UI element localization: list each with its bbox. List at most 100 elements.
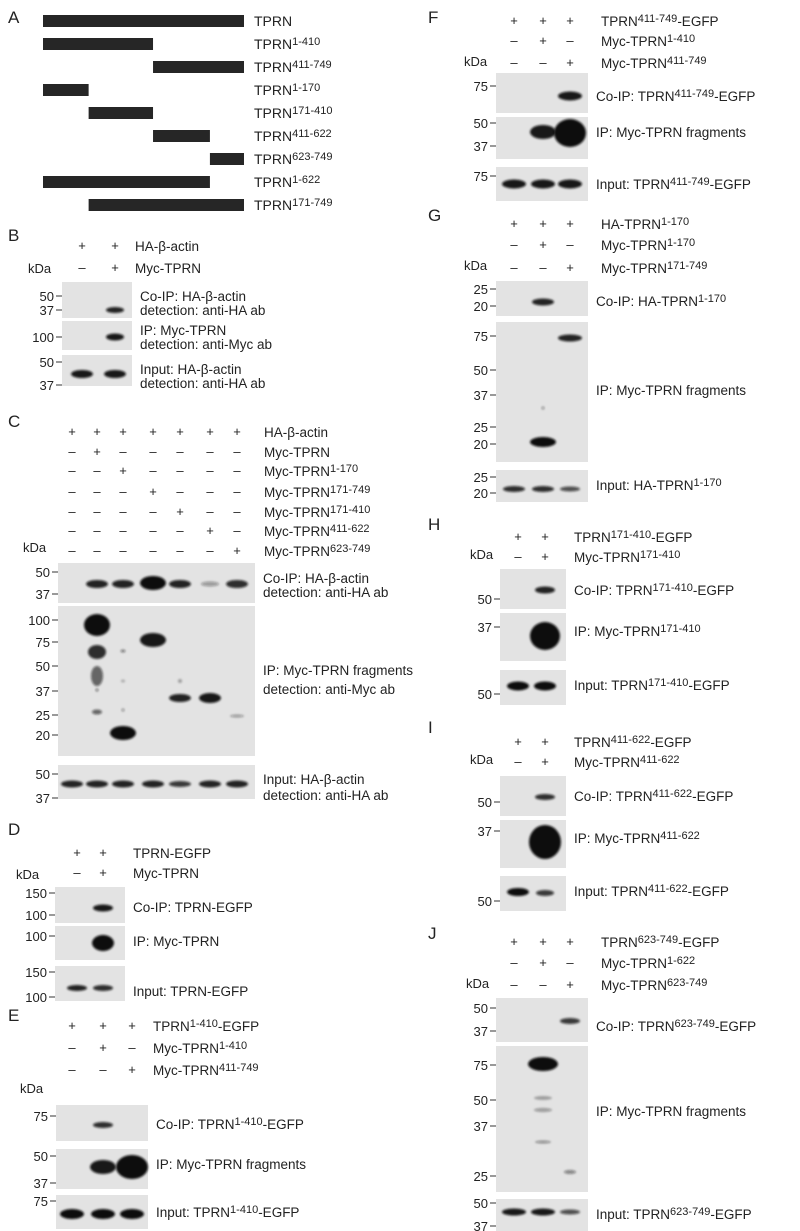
lane-sign: + <box>510 216 518 231</box>
lane-sign: + <box>539 33 547 48</box>
band <box>535 586 555 594</box>
panel-A: A TPRN TPRN1-410 TPRN411-749 TPRN1-170 TPRN17… <box>8 8 333 213</box>
condition-label: Myc-TPRN411-622 <box>574 754 680 770</box>
condition-label: HA-β-actin <box>264 425 328 440</box>
lane-sign: + <box>93 424 101 439</box>
construct-label: TPRN623-749 <box>254 151 333 167</box>
blot-label: Input: TPRN411-622-EGFP <box>574 883 729 899</box>
lane-sign: – <box>233 523 241 538</box>
marker-label: 50 <box>36 659 50 674</box>
blot-strip: 150 100 Input: TPRN-EGFP <box>25 965 248 1005</box>
band <box>507 888 529 896</box>
band <box>534 681 556 691</box>
blot-background <box>500 776 566 816</box>
band <box>230 714 244 718</box>
condition-label: TPRN411-749-EGFP <box>601 13 719 29</box>
blot-label: detection: anti-HA ab <box>263 585 388 600</box>
panel-letter: H <box>428 515 440 534</box>
blot-label: detection: anti-Myc ab <box>140 337 272 352</box>
blot-strip: 50 37 IP: Myc-TPRN fragments <box>34 1149 306 1191</box>
band <box>106 333 124 341</box>
lane-sign: + <box>514 734 522 749</box>
lane-sign: + <box>541 754 549 769</box>
lane-sign: – <box>176 463 184 478</box>
lane-sign: + <box>566 13 574 28</box>
construct-label: TPRN <box>254 13 292 29</box>
band <box>104 370 126 378</box>
blot-strip: 50 Input: TPRN171-410-EGFP <box>478 670 730 705</box>
blot-label: Input: HA-TPRN1-170 <box>596 477 722 493</box>
blot-strip: 75 Co-IP: TPRN1-410-EGFP <box>34 1105 304 1141</box>
blot-strip: 75 Input: TPRN411-749-EGFP <box>474 167 751 201</box>
lane-sign: + <box>149 424 157 439</box>
band <box>502 1208 526 1216</box>
band <box>178 679 182 683</box>
marker-label: 37 <box>34 1176 48 1191</box>
lane-sign: + <box>539 955 547 970</box>
blot-label: Input: TPRN623-749-EGFP <box>596 1206 752 1222</box>
condition-label: Myc-TPRN411-622 <box>264 523 370 539</box>
lane-sign: – <box>206 484 214 499</box>
condition-label: TPRN171-410-EGFP <box>574 529 692 545</box>
band <box>530 437 556 447</box>
band <box>92 709 102 715</box>
blot-background <box>55 926 125 960</box>
lane-sign: + <box>111 238 119 253</box>
lane-sign: – <box>93 504 101 519</box>
blot-strip: 50 37 Input: TPRN623-749-EGFP <box>474 1196 752 1231</box>
blot-strip: 37 IP: Myc-TPRN411-622 <box>478 820 700 868</box>
band <box>120 1209 144 1219</box>
lane-sign: – <box>119 504 127 519</box>
lane-sign: + <box>99 1018 107 1033</box>
marker-label: 50 <box>474 1001 488 1016</box>
band <box>507 681 529 691</box>
lane-sign: – <box>176 523 184 538</box>
condition-label: TPRN1-410-EGFP <box>153 1018 259 1034</box>
marker-label: 37 <box>474 1219 488 1231</box>
kda-label: kDa <box>28 261 52 276</box>
lane-sign: – <box>566 237 574 252</box>
blot-label: IP: Myc-TPRN fragments <box>156 1157 306 1172</box>
band <box>91 1209 115 1219</box>
marker-label: 50 <box>478 592 492 607</box>
lane-sign: – <box>149 523 157 538</box>
marker-label: 37 <box>36 587 50 602</box>
lane-sign: + <box>510 934 518 949</box>
marker-label: 25 <box>474 420 488 435</box>
blot-strip: 25 20 Co-IP: HA-TPRN1-170 <box>474 281 726 316</box>
band <box>534 1096 552 1100</box>
construct-label: TPRN1-410 <box>254 36 320 52</box>
band <box>169 694 191 702</box>
marker-label: 100 <box>25 908 47 923</box>
construct-label: TPRN1-170 <box>254 82 320 98</box>
lane-sign: – <box>149 504 157 519</box>
band <box>536 890 554 896</box>
blot-background <box>500 569 566 609</box>
lane-sign: + <box>78 238 86 253</box>
condition-label: Myc-TPRN623-749 <box>264 543 370 559</box>
kda-label: kDa <box>470 547 494 562</box>
band <box>140 633 166 647</box>
marker-label: 37 <box>474 139 488 154</box>
lane-sign: + <box>128 1062 136 1077</box>
band <box>503 486 525 492</box>
condition-label: Myc-TPRN <box>135 261 201 276</box>
marker-label: 20 <box>474 437 488 452</box>
lane-sign: – <box>93 543 101 558</box>
marker-label: 25 <box>474 470 488 485</box>
kda-label: kDa <box>20 1081 44 1096</box>
lane-sign: + <box>566 977 574 992</box>
band <box>558 334 582 342</box>
marker-label: 50 <box>478 795 492 810</box>
construct-label: TPRN411-749 <box>254 59 332 75</box>
blot-strip: 37 IP: Myc-TPRN171-410 <box>478 613 701 661</box>
panel-letter: D <box>8 820 20 839</box>
marker-label: 75 <box>34 1109 48 1124</box>
band <box>532 486 554 492</box>
lane-sign: – <box>128 1040 136 1055</box>
